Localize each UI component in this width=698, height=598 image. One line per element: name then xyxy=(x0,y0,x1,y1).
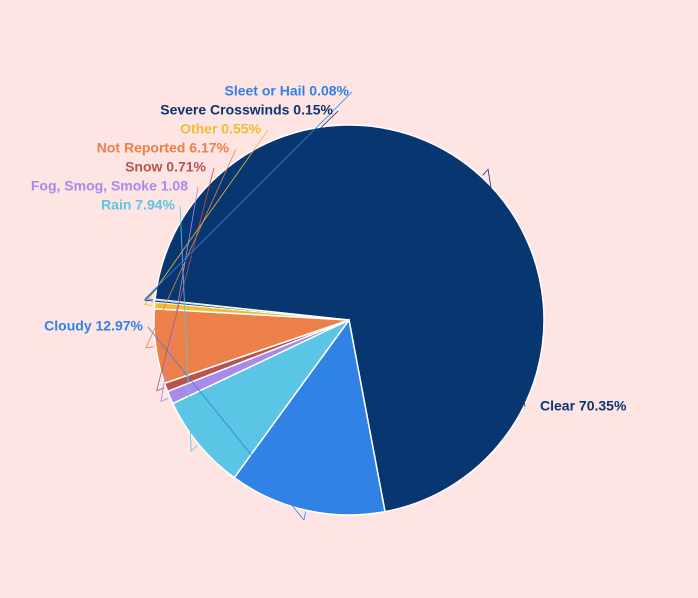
slice-label-cloudy: Cloudy 12.97% xyxy=(44,318,143,334)
slices-layer xyxy=(153,124,545,516)
leader-line-not-reported xyxy=(145,148,237,349)
leader-line-cloudy xyxy=(147,326,307,521)
pie-slice-sleet-or-hail[interactable] xyxy=(154,298,350,321)
leader-line-snow xyxy=(156,167,215,392)
slice-label-severe-crosswinds: Severe Crosswinds 0.15% xyxy=(160,102,333,118)
leaders-layer xyxy=(143,91,526,521)
slice-label-sleet-or-hail: Sleet or Hail 0.08% xyxy=(224,83,349,99)
pie-slice-clear[interactable] xyxy=(154,124,545,513)
leader-line-rain xyxy=(179,205,198,452)
slice-label-other: Other 0.55% xyxy=(180,121,261,137)
slice-label-fog-smog-smoke: Fog, Smog, Smoke 1.08 xyxy=(31,178,188,194)
leader-line-other xyxy=(143,129,269,306)
slice-label-not-reported: Not Reported 6.17% xyxy=(97,140,230,156)
pie-slice-cloudy[interactable] xyxy=(233,318,386,516)
leader-line-clear xyxy=(482,168,526,408)
pie-slice-rain[interactable] xyxy=(171,319,350,479)
slice-label-snow: Snow 0.71% xyxy=(125,159,206,175)
leader-line-sleet-or-hail xyxy=(144,91,353,300)
labels-layer: Clear 70.35% Cloudy 12.97% Rain 7.94% Fog, … xyxy=(31,83,627,414)
slice-label-rain: Rain 7.94% xyxy=(101,197,175,213)
leader-line-severe-crosswinds xyxy=(144,110,339,302)
slice-label-clear: Clear 70.35% xyxy=(540,398,627,414)
